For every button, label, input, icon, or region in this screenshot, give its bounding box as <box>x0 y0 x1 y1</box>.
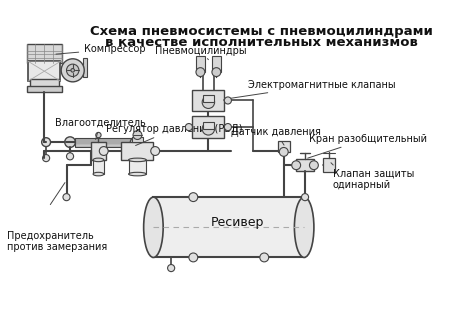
Bar <box>278 141 290 152</box>
Circle shape <box>279 148 288 156</box>
Circle shape <box>202 96 215 108</box>
Bar <box>193 90 225 111</box>
Ellipse shape <box>129 158 146 162</box>
Text: Ресивер: Ресивер <box>211 216 264 229</box>
Bar <box>122 142 153 160</box>
Ellipse shape <box>93 158 104 162</box>
Bar <box>83 58 87 77</box>
Bar <box>75 141 133 142</box>
Text: Пневмоцилиндры: Пневмоцилиндры <box>155 46 247 60</box>
Bar <box>296 159 314 171</box>
Circle shape <box>189 193 198 202</box>
Text: Клапан защиты
одинарный: Клапан защиты одинарный <box>333 169 414 190</box>
Bar <box>203 122 214 129</box>
Bar <box>93 160 104 174</box>
Bar <box>203 95 214 102</box>
Bar <box>129 160 146 174</box>
Circle shape <box>225 97 231 104</box>
Text: Компрессор: Компрессор <box>56 44 146 54</box>
Bar <box>75 143 133 144</box>
Circle shape <box>292 161 301 169</box>
Ellipse shape <box>294 197 314 258</box>
Text: Влагоотделитель: Влагоотделитель <box>55 118 146 140</box>
Bar <box>28 61 60 81</box>
Bar <box>323 158 335 172</box>
Circle shape <box>167 265 175 272</box>
Bar <box>27 86 62 92</box>
Bar <box>91 142 105 160</box>
Text: в качестве исполнительных механизмов: в качестве исполнительных механизмов <box>105 36 418 49</box>
Ellipse shape <box>144 197 163 258</box>
Circle shape <box>302 194 309 201</box>
Bar <box>75 146 133 147</box>
Text: Схема пневмосистемы с пневмоцилиндрами: Схема пневмосистемы с пневмоцилиндрами <box>90 25 433 38</box>
Bar <box>153 197 304 258</box>
Circle shape <box>96 132 101 138</box>
Bar <box>193 116 225 138</box>
Circle shape <box>133 131 142 140</box>
Circle shape <box>196 68 205 77</box>
Ellipse shape <box>129 172 146 176</box>
Circle shape <box>212 68 221 77</box>
Circle shape <box>151 147 160 156</box>
Circle shape <box>43 155 50 162</box>
Circle shape <box>260 253 269 262</box>
Bar <box>132 137 143 142</box>
Circle shape <box>65 137 75 148</box>
Bar <box>196 56 205 72</box>
Bar <box>75 140 133 141</box>
Circle shape <box>63 194 70 201</box>
Text: Регулятор давления (РВД): Регулятор давления (РВД) <box>106 124 243 146</box>
Circle shape <box>71 69 75 72</box>
Bar <box>75 139 133 140</box>
Circle shape <box>99 147 108 156</box>
Circle shape <box>42 138 50 147</box>
Bar <box>75 142 133 143</box>
Text: Кран разобщительный: Кран разобщительный <box>308 134 427 158</box>
Circle shape <box>225 123 231 131</box>
Circle shape <box>189 253 198 262</box>
Bar <box>30 79 58 88</box>
Bar <box>27 44 62 63</box>
Circle shape <box>130 138 139 147</box>
Bar <box>75 138 133 139</box>
Bar <box>212 56 221 72</box>
Text: Электромагнитные клапаны: Электромагнитные клапаны <box>231 80 396 98</box>
Text: Датчик давления: Датчик давления <box>230 127 320 145</box>
Bar <box>75 138 133 147</box>
Circle shape <box>67 64 79 77</box>
Text: Предохранитель
против замерзания: Предохранитель против замерзания <box>7 231 108 252</box>
Circle shape <box>61 59 84 82</box>
Ellipse shape <box>93 172 104 176</box>
Circle shape <box>202 123 215 135</box>
Circle shape <box>67 153 74 160</box>
Circle shape <box>310 161 318 169</box>
Circle shape <box>185 123 193 131</box>
